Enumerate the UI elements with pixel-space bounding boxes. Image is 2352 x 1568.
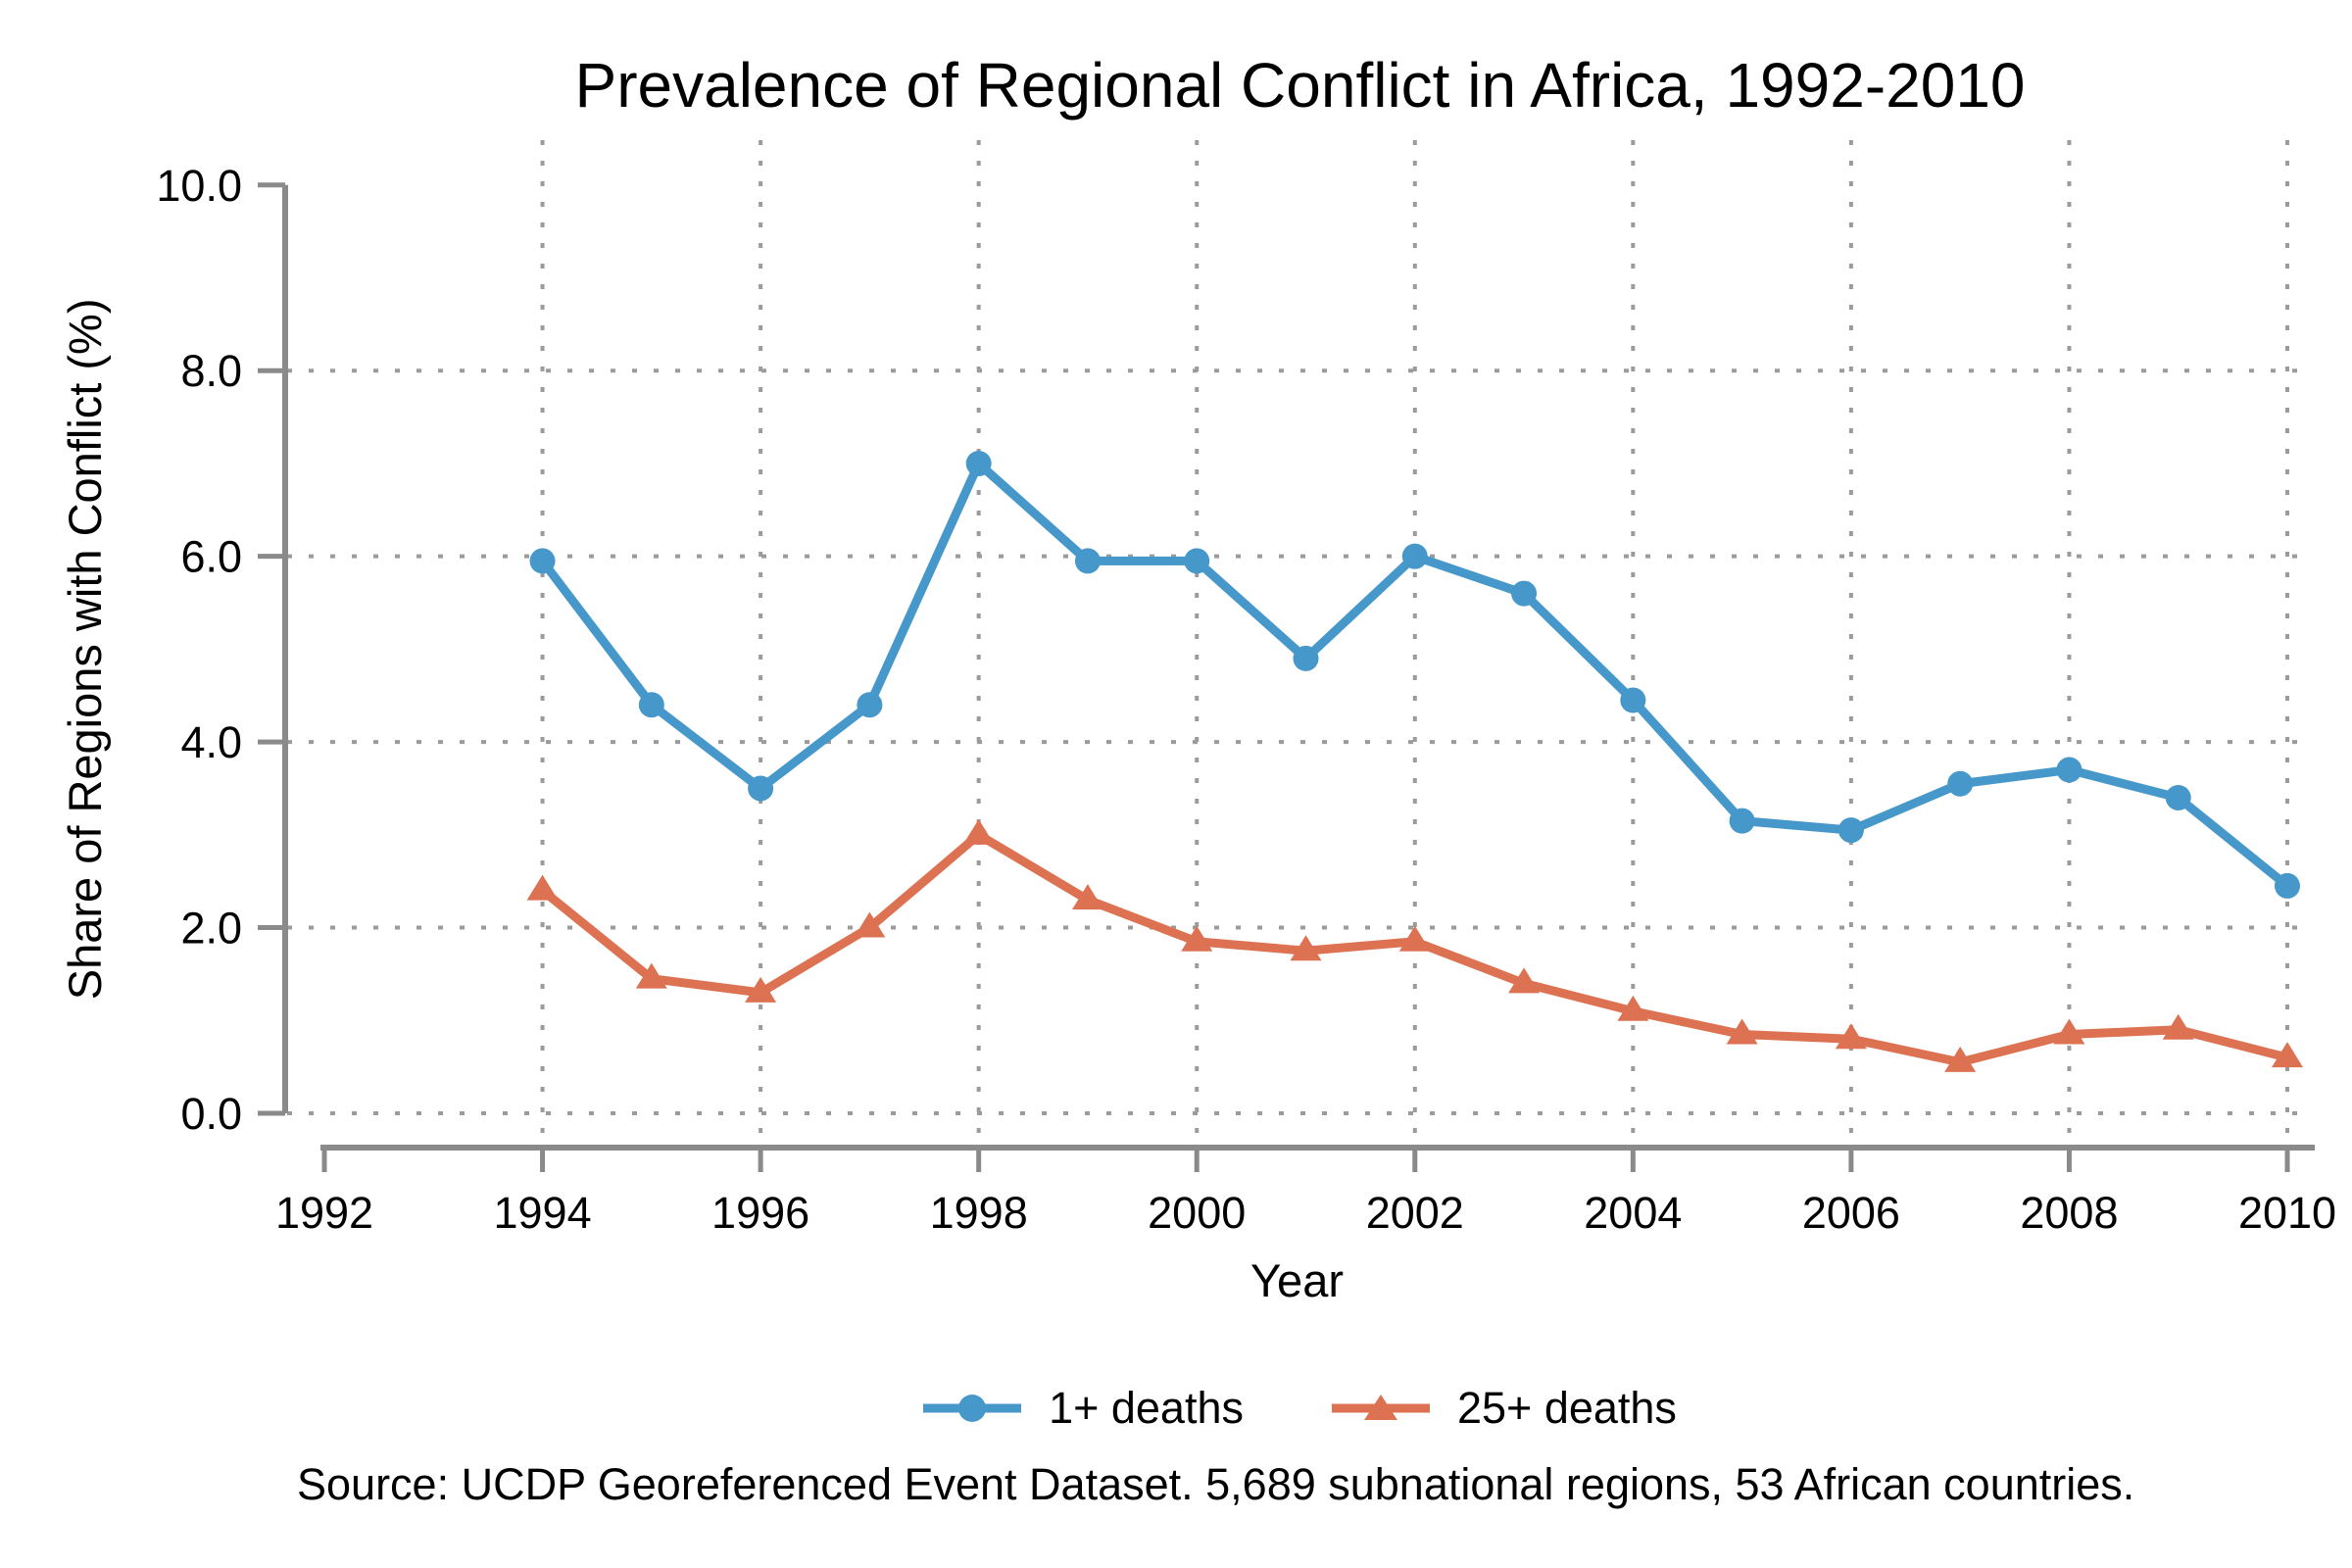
y-tick-label-4: 4.0 xyxy=(180,717,242,767)
x-tick-label-2006: 2006 xyxy=(1802,1188,1900,1238)
series-0-point-2004 xyxy=(1620,687,1646,713)
series-1-point-1994 xyxy=(526,874,559,901)
legend-label-25plus-deaths: 25+ deaths xyxy=(1456,1383,1677,1433)
series-1-point-2000 xyxy=(1181,925,1213,952)
series-0-point-2007 xyxy=(1947,770,1974,797)
series-0-point-2010 xyxy=(2275,872,2300,899)
legend-label-1plus-deaths: 1+ deaths xyxy=(1049,1383,1244,1433)
series-0-point-2006 xyxy=(1838,817,1864,844)
y-axis-title: Share of Regions with Conflict (%) xyxy=(59,299,111,1001)
chart-legend: 1+ deaths 25+ deaths xyxy=(285,1382,2315,1435)
y-tick-label-2: 2.0 xyxy=(180,904,242,954)
series-1-point-2002 xyxy=(1398,925,1431,952)
legend-item-1plus-deaths: 1+ deaths xyxy=(923,1382,1244,1435)
legend-circle-marker-icon xyxy=(923,1395,1022,1422)
series-0-point-2002 xyxy=(1401,543,1428,569)
legend-triangle-marker-icon xyxy=(1331,1395,1430,1420)
series-0-point-2005 xyxy=(1729,808,1755,834)
series-0-point-2003 xyxy=(1511,580,1538,607)
series-1-point-2004 xyxy=(1617,995,1649,1021)
series-0-point-2000 xyxy=(1184,548,1210,574)
series-1-point-2001 xyxy=(1290,935,1322,961)
series-1-point-2005 xyxy=(1726,1018,1758,1045)
series-1-point-2009 xyxy=(2162,1013,2194,1040)
series-0-point-2009 xyxy=(2165,784,2191,810)
x-tick-label-1998: 1998 xyxy=(930,1188,1028,1238)
x-tick-label-1996: 1996 xyxy=(711,1188,809,1238)
legend-item-25plus-deaths: 25+ deaths xyxy=(1331,1382,1677,1435)
y-tick-label-0: 0.0 xyxy=(180,1089,242,1139)
y-tick-label-8: 8.0 xyxy=(180,346,242,396)
series-1-point-1995 xyxy=(635,962,667,989)
series-1-point-2008 xyxy=(2053,1018,2085,1045)
series-0-point-1997 xyxy=(857,692,883,718)
series-0-point-1995 xyxy=(638,692,664,718)
series-1-point-2010 xyxy=(2272,1042,2303,1068)
series-0-point-2008 xyxy=(2056,757,2082,783)
x-axis-title: Year xyxy=(1250,1254,1344,1306)
series-0-point-1999 xyxy=(1074,548,1101,574)
y-tick-label-6: 6.0 xyxy=(180,532,242,582)
series-1-point-1998 xyxy=(962,818,995,845)
series-1-point-2003 xyxy=(1508,967,1541,994)
y-tick-label-10: 10.0 xyxy=(156,161,242,211)
series-0-point-1996 xyxy=(748,775,774,802)
x-tick-label-2008: 2008 xyxy=(2020,1188,2118,1238)
x-tick-label-2004: 2004 xyxy=(1584,1188,1682,1238)
x-tick-label-2002: 2002 xyxy=(1366,1188,1464,1238)
x-tick-label-2000: 2000 xyxy=(1148,1188,1246,1238)
series-1-point-1996 xyxy=(745,976,777,1003)
series-0-point-2001 xyxy=(1293,645,1319,671)
x-tick-label-1994: 1994 xyxy=(494,1188,592,1238)
series-0-point-1994 xyxy=(529,548,556,574)
chart-title: Prevalence of Regional Conflict in Afric… xyxy=(574,50,2026,121)
x-tick-label-2010: 2010 xyxy=(2238,1188,2336,1238)
series-1-point-2007 xyxy=(1944,1046,1977,1072)
series-1-point-1997 xyxy=(854,911,886,938)
series-0-point-1998 xyxy=(965,450,992,476)
series-1-point-2006 xyxy=(1835,1023,1867,1050)
source-note: Source: UCDP Georeferenced Event Dataset… xyxy=(297,1459,2135,1509)
series-1-point-1999 xyxy=(1071,884,1103,910)
x-tick-label-1992: 1992 xyxy=(275,1188,373,1238)
